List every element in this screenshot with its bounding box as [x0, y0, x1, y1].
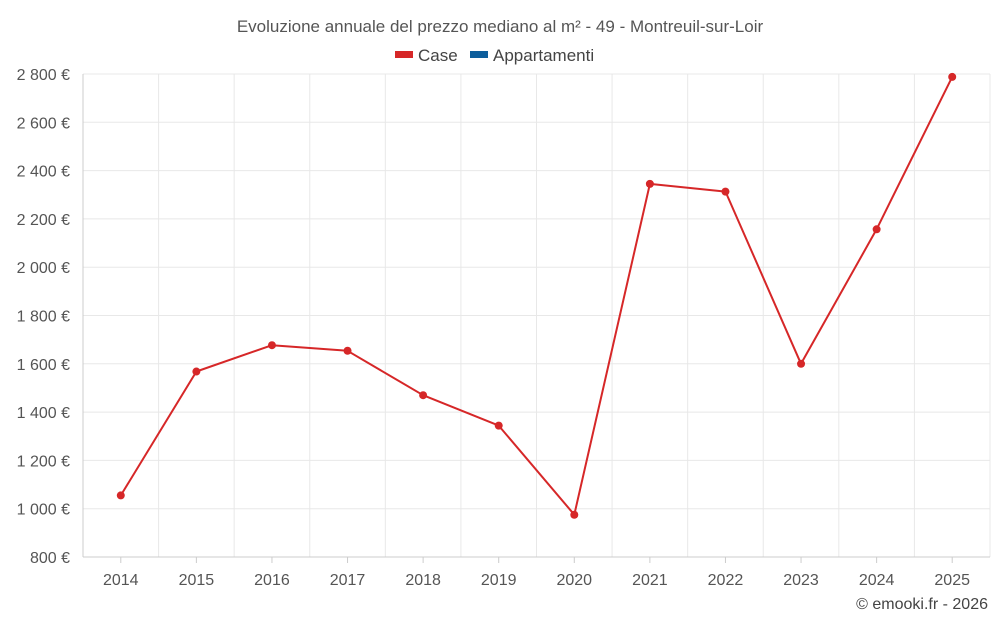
y-tick-label: 2 000 €	[17, 260, 70, 277]
legend-label-appartamenti: Appartamenti	[493, 46, 594, 65]
x-tick-label: 2017	[330, 572, 366, 589]
y-tick-label: 1 800 €	[17, 309, 70, 326]
data-point-case-2015[interactable]	[192, 367, 201, 376]
y-tick-label: 800 €	[30, 550, 70, 567]
legend: Case Appartamenti	[395, 46, 594, 65]
x-tick-label: 2014	[103, 572, 139, 589]
data-point-case-2022[interactable]	[721, 187, 730, 196]
legend-label-case: Case	[418, 46, 458, 65]
x-tick-label: 2015	[179, 572, 215, 589]
legend-item-case[interactable]: Case	[395, 46, 458, 65]
y-tick-label: 1 600 €	[17, 357, 70, 374]
y-tick-label: 2 200 €	[17, 212, 70, 229]
y-tick-label: 1 000 €	[17, 502, 70, 519]
x-tick-label: 2022	[708, 572, 744, 589]
legend-swatch-case	[395, 51, 413, 58]
data-point-case-2016[interactable]	[267, 341, 276, 350]
y-tick-label: 2 800 €	[17, 67, 70, 84]
x-tick-label: 2025	[934, 572, 970, 589]
x-tick-label: 2020	[556, 572, 592, 589]
series-layer	[116, 72, 957, 519]
data-point-case-2023[interactable]	[797, 359, 806, 368]
x-tick-label: 2023	[783, 572, 819, 589]
data-point-case-2018[interactable]	[419, 391, 428, 400]
y-tick-label: 2 600 €	[17, 115, 70, 132]
data-point-case-2024[interactable]	[872, 225, 881, 234]
chart-title: Evoluzione annuale del prezzo mediano al…	[237, 17, 764, 36]
x-tick-label: 2016	[254, 572, 290, 589]
data-point-case-2019[interactable]	[494, 421, 503, 430]
data-point-case-2025[interactable]	[948, 72, 957, 81]
y-tick-label: 1 400 €	[17, 405, 70, 422]
x-tick-label: 2019	[481, 572, 517, 589]
axes: 800 € 1 000 € 1 200 € 1 400 € 1 600 € 1 800 €…	[17, 67, 990, 589]
y-tick-label: 1 200 €	[17, 453, 70, 470]
series-line-case	[119, 76, 954, 516]
data-point-case-2014[interactable]	[116, 491, 125, 500]
x-tick-label: 2018	[405, 572, 441, 589]
data-point-case-2020[interactable]	[570, 510, 579, 519]
data-point-case-2021[interactable]	[645, 179, 654, 188]
credit-text: © emooki.fr - 2026	[856, 596, 988, 613]
x-tick-label: 2024	[859, 572, 895, 589]
legend-swatch-appartamenti	[470, 51, 488, 58]
x-tick-label: 2021	[632, 572, 668, 589]
grid	[82, 73, 991, 558]
y-tick-label: 2 400 €	[17, 164, 70, 181]
legend-item-appartamenti[interactable]: Appartamenti	[470, 46, 594, 65]
data-point-case-2017[interactable]	[343, 346, 352, 355]
